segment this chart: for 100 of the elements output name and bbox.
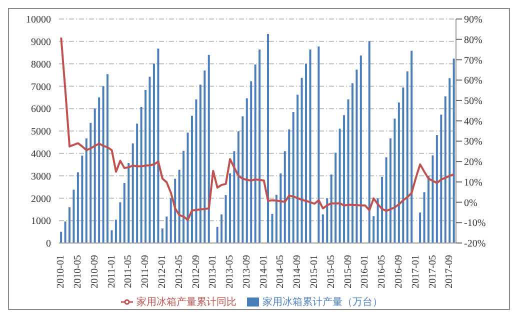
x-tick-label: 2017-01	[410, 255, 422, 288]
bar	[322, 214, 324, 243]
bar	[110, 230, 113, 243]
bar	[343, 115, 346, 243]
x-tick-label: 2015-05	[326, 255, 337, 288]
y-tick-label: 4000	[31, 148, 51, 160]
y2-tick-label: 0%	[464, 198, 478, 209]
bar	[338, 128, 341, 243]
y-tick-label: 2000	[31, 194, 51, 205]
bar	[102, 86, 104, 243]
bar	[246, 98, 248, 243]
y2-tick-label: 90%	[464, 14, 482, 26]
x-tick-label: 2011-09	[140, 255, 152, 288]
y-tick-label: 0	[46, 238, 51, 250]
bar	[152, 64, 155, 243]
bar	[178, 170, 180, 243]
y2-tick-label: 30%	[464, 136, 482, 148]
bar	[280, 173, 282, 243]
bar	[174, 178, 176, 243]
bar	[296, 94, 299, 243]
y-tick-label: 9000	[31, 36, 51, 48]
x-tick-label: 2010-09	[89, 255, 100, 288]
bar	[186, 132, 189, 243]
bar	[170, 198, 172, 243]
bar	[381, 176, 384, 243]
bar	[410, 50, 413, 243]
bar	[204, 70, 206, 243]
bar	[288, 129, 290, 243]
bar	[356, 70, 358, 243]
bar	[432, 155, 434, 243]
x-tick-label: 2013-01	[208, 255, 219, 288]
y-tick-label: 1000	[31, 216, 51, 228]
bar	[123, 182, 126, 243]
bar	[216, 226, 218, 243]
bar	[72, 190, 75, 243]
x-tick-label: 2017-05	[427, 255, 438, 288]
x-tick-label: 2010-05	[72, 255, 84, 288]
bar	[140, 107, 142, 243]
bar	[132, 143, 134, 243]
bar	[85, 138, 88, 243]
bar	[385, 157, 388, 243]
x-tick-label: 2017-09	[444, 255, 456, 288]
bar	[292, 112, 294, 243]
bar	[419, 212, 422, 243]
bar	[258, 49, 261, 243]
bar	[182, 150, 185, 243]
bar	[114, 220, 117, 243]
bar	[394, 118, 396, 243]
x-tick-label: 2011-05	[123, 255, 134, 288]
bar	[76, 172, 79, 243]
x-tick-label: 2013-05	[224, 255, 236, 288]
bar	[423, 192, 426, 243]
x-tick-label: 2011-01	[106, 255, 118, 288]
bar	[368, 41, 370, 243]
bar	[309, 49, 312, 243]
y2-tick-label: 80%	[464, 34, 482, 46]
bar	[250, 81, 252, 243]
bar	[157, 48, 160, 243]
bar	[94, 108, 96, 243]
x-tick-label: 2012-05	[174, 255, 185, 288]
bar	[233, 151, 236, 243]
bar	[237, 131, 240, 243]
bar	[275, 194, 278, 243]
bar	[128, 163, 130, 243]
y2-tick-label: 70%	[464, 55, 482, 66]
y2-tick-label: 50%	[464, 96, 482, 108]
bar	[106, 74, 109, 243]
y2-tick-label: -20%	[464, 238, 486, 250]
legend-label: 家用冰箱累计产量（万台）	[262, 297, 382, 308]
bar	[64, 221, 66, 243]
bar	[161, 228, 164, 243]
bar	[440, 114, 442, 243]
bar	[318, 46, 320, 243]
x-tick-label: 2016-09	[393, 255, 404, 288]
bar	[144, 90, 147, 243]
bar	[334, 152, 337, 243]
bar	[224, 195, 227, 243]
y-tick-label: 10000	[26, 14, 51, 26]
y-tick-label: 6000	[31, 104, 51, 116]
bar	[242, 116, 244, 243]
x-tick-label: 2014-01	[258, 255, 270, 288]
legend-label: 家用冰箱产量累计同比	[136, 297, 236, 308]
bar	[389, 138, 392, 243]
x-tick-label: 2012-01	[156, 255, 168, 288]
bar	[402, 88, 404, 243]
bar	[326, 198, 328, 243]
x-tick-label: 2016-01	[360, 255, 371, 288]
bar	[448, 78, 451, 243]
bar	[305, 64, 308, 243]
bar	[372, 216, 375, 243]
y2-tick-label: 20%	[464, 157, 482, 168]
bar	[406, 71, 408, 243]
bar	[68, 207, 71, 243]
bar	[190, 116, 193, 243]
bar	[60, 232, 62, 243]
bar	[148, 76, 151, 243]
line-series	[60, 36, 455, 221]
bar	[347, 99, 350, 243]
bar	[220, 214, 223, 243]
bar	[90, 122, 92, 243]
